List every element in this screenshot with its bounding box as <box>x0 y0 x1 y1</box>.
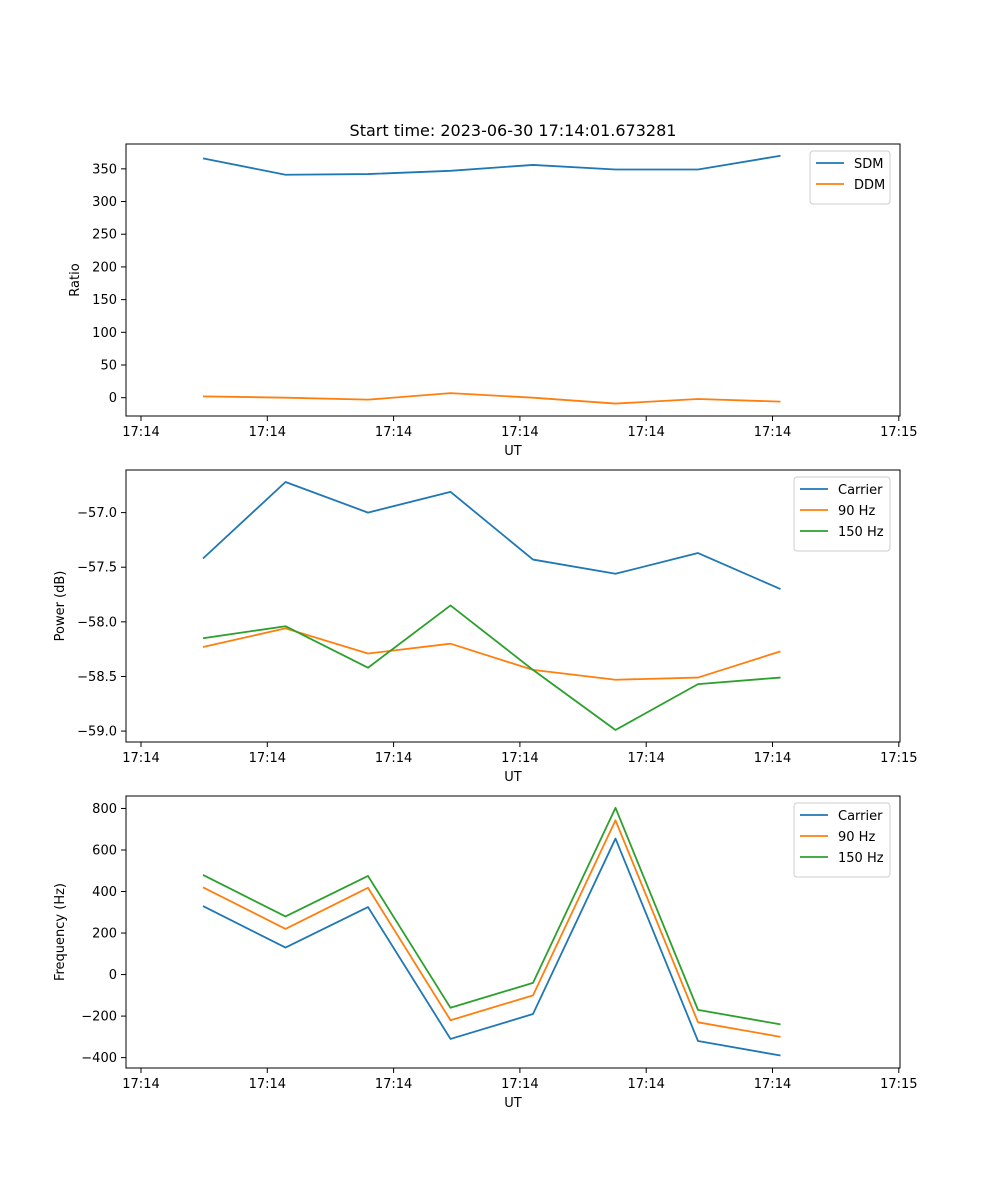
x-tick-label: 17:15 <box>880 751 917 766</box>
x-tick-label: 17:14 <box>375 1077 412 1092</box>
legend-label: Carrier <box>838 809 883 824</box>
x-tick-label: 17:14 <box>122 425 159 440</box>
y-tick-label: 300 <box>92 195 117 210</box>
x-tick-label: 17:14 <box>754 1077 791 1092</box>
y-tick-label: −57.0 <box>77 506 117 521</box>
x-tick-label: 17:14 <box>122 751 159 766</box>
legend-box <box>809 150 891 205</box>
y-tick-label: 250 <box>92 228 117 243</box>
x-tick-label: 17:14 <box>375 425 412 440</box>
axes-frame <box>125 469 901 743</box>
x-tick-label: 17:14 <box>501 751 538 766</box>
legend-label: 90 Hz <box>838 830 875 845</box>
x-tick-label: 17:15 <box>880 425 917 440</box>
subplot-3: 17:14 17:14 17:14 17:14 17:14 17:14 17:15 −400 −… <box>53 795 918 1111</box>
legend-label: 90 Hz <box>838 504 875 519</box>
legend-box <box>793 476 891 552</box>
y-axis-label: Frequency (Hz) <box>53 883 68 981</box>
legend-label: DDM <box>854 178 885 193</box>
y-axis-label: Power (dB) <box>53 571 68 642</box>
subplots: 17:14 17:14 17:14 17:14 17:14 17:14 17:15 0 50 10… <box>53 143 918 1111</box>
y-tick-label: −58.0 <box>77 615 117 630</box>
legend-label: Carrier <box>838 483 883 498</box>
y-tick-label: 800 <box>92 802 117 817</box>
y-tick-label: 350 <box>92 162 117 177</box>
series-line-150-hz <box>202 604 781 731</box>
y-tick-label: 600 <box>92 843 117 858</box>
x-tick-label: 17:14 <box>249 425 286 440</box>
x-tick-label: 17:14 <box>375 751 412 766</box>
legend-label: 150 Hz <box>838 525 884 540</box>
subplot-2: 17:14 17:14 17:14 17:14 17:14 17:14 17:15 −59.0… <box>53 469 918 785</box>
y-tick-label: 100 <box>92 326 117 341</box>
x-tick-label: 17:14 <box>754 425 791 440</box>
x-axis-label: UT <box>504 770 522 785</box>
legend-label: 150 Hz <box>838 851 884 866</box>
legend-label: SDM <box>854 157 883 172</box>
x-tick-label: 17:14 <box>249 751 286 766</box>
series-line-sdm <box>202 154 781 176</box>
y-tick-label: −57.5 <box>77 561 117 576</box>
y-tick-label: −400 <box>81 1051 117 1066</box>
series-line-ddm <box>202 392 781 405</box>
y-axis-label: Ratio <box>68 263 83 296</box>
x-axis-label: UT <box>504 1096 522 1111</box>
x-tick-label: 17:14 <box>627 1077 664 1092</box>
legend: SDM DDM <box>809 150 891 205</box>
y-tick-label: 150 <box>92 293 117 308</box>
series-line-150-hz <box>202 806 781 1026</box>
axes-frame <box>125 795 901 1069</box>
x-axis-label: UT <box>504 444 522 459</box>
figure-title: Start time: 2023-06-30 17:14:01.673281 <box>350 121 677 140</box>
x-tick-label: 17:14 <box>501 425 538 440</box>
y-tick-label: 200 <box>92 927 117 942</box>
legend-box <box>793 802 891 878</box>
x-tick-label: 17:14 <box>501 1077 538 1092</box>
series-line-90-hz <box>202 819 781 1038</box>
axes-frame <box>125 143 901 417</box>
y-tick-label: −59.0 <box>77 725 117 740</box>
y-tick-label: 400 <box>92 885 117 900</box>
x-tick-label: 17:14 <box>627 425 664 440</box>
subplot-1: 17:14 17:14 17:14 17:14 17:14 17:14 17:15 0 50 10… <box>68 143 918 459</box>
y-tick-label: 0 <box>109 968 117 983</box>
series-line-carrier <box>202 837 781 1057</box>
y-tick-label: −58.5 <box>77 670 117 685</box>
x-tick-label: 17:14 <box>122 1077 159 1092</box>
legend: Carrier 90 Hz 150 Hz <box>793 476 891 552</box>
y-tick-label: −200 <box>81 1010 117 1025</box>
series-line-90-hz <box>202 627 781 681</box>
x-tick-label: 17:14 <box>249 1077 286 1092</box>
legend: Carrier 90 Hz 150 Hz <box>793 802 891 878</box>
y-tick-label: 200 <box>92 260 117 275</box>
x-tick-label: 17:15 <box>880 1077 917 1092</box>
x-tick-label: 17:14 <box>754 751 791 766</box>
series-line-carrier <box>202 481 781 590</box>
y-tick-label: 0 <box>109 391 117 406</box>
y-tick-label: 50 <box>100 359 117 374</box>
x-tick-label: 17:14 <box>627 751 664 766</box>
